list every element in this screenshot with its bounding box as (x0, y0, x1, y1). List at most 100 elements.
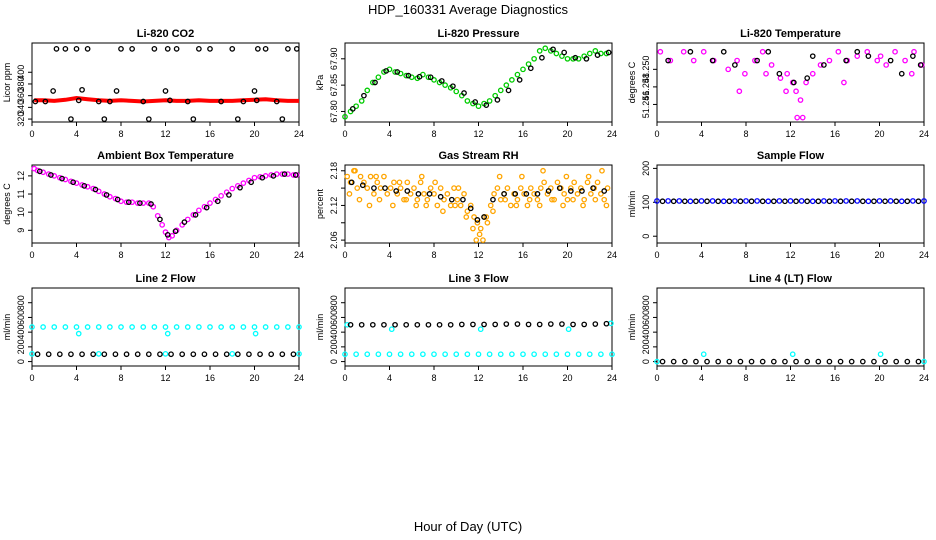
x-tick-label: 0 (342, 373, 347, 383)
data-point (687, 48, 694, 55)
data-point (257, 351, 263, 358)
x-tick-label: 16 (518, 129, 528, 139)
data-point (344, 173, 351, 180)
data-point (29, 351, 35, 357)
x-tick-label: 4 (699, 250, 704, 260)
plot-box (31, 42, 300, 123)
data-point (359, 182, 366, 189)
data-point (296, 324, 302, 330)
data-point (382, 185, 388, 191)
data-point (520, 351, 526, 358)
data-point (494, 97, 501, 103)
data-point (561, 49, 568, 56)
data-point (383, 68, 390, 74)
data-point (386, 351, 393, 358)
data-point (451, 185, 457, 191)
data-point (140, 324, 147, 330)
data-point (491, 191, 497, 197)
data-point (754, 57, 760, 64)
data-point (536, 202, 543, 209)
data-point (770, 198, 777, 205)
data-point (575, 55, 582, 62)
data-point (474, 217, 481, 223)
data-point (73, 180, 80, 186)
data-point (157, 351, 163, 358)
y-axis-label: ml/min (627, 191, 637, 218)
data-point (726, 358, 733, 365)
data-point (483, 214, 490, 220)
series-points (342, 45, 610, 120)
data-point (734, 57, 740, 64)
data-point (514, 71, 521, 78)
data-point (487, 202, 494, 209)
y-tick-label: 2.06 (329, 231, 339, 249)
data-point (207, 324, 213, 330)
data-point (403, 196, 410, 203)
data-point (915, 358, 922, 365)
data-point (720, 48, 727, 55)
data-point (95, 324, 102, 330)
data-point (777, 75, 784, 81)
data-point (525, 61, 532, 67)
x-tick-label: 0 (29, 129, 34, 139)
data-point (201, 351, 208, 358)
data-point (440, 208, 446, 215)
data-point (212, 351, 219, 358)
data-point (79, 86, 85, 93)
data-point (377, 185, 384, 191)
data-point (892, 48, 898, 55)
data-point (75, 97, 82, 104)
data-point (797, 97, 804, 103)
data-point (798, 198, 805, 204)
data-point (521, 191, 527, 197)
data-point (693, 198, 699, 205)
data-point (229, 46, 236, 52)
data-point (427, 74, 434, 81)
data-point (577, 185, 584, 191)
y-tick-label: 600 (329, 310, 339, 325)
data-point (262, 324, 269, 330)
data-point (425, 74, 432, 81)
data-point (843, 198, 849, 204)
data-point (81, 183, 88, 189)
data-point (162, 351, 169, 357)
data-point (588, 191, 594, 197)
data-point (62, 176, 69, 183)
data-point (837, 358, 844, 365)
data-point (437, 193, 444, 200)
data-point (782, 198, 788, 205)
data-point (467, 205, 474, 212)
data-point (388, 326, 395, 333)
data-point (405, 72, 412, 79)
data-point (790, 79, 797, 86)
data-point (490, 196, 496, 203)
data-point (129, 46, 135, 52)
data-point (68, 116, 74, 122)
x-tick-label: 12 (785, 250, 795, 260)
data-point (472, 99, 479, 105)
data-point (404, 188, 411, 194)
data-point (598, 351, 604, 358)
data-point (342, 351, 348, 358)
data-point (835, 48, 842, 55)
data-point (432, 179, 438, 186)
data-point (364, 351, 371, 358)
data-point (765, 198, 772, 205)
data-point (594, 52, 601, 58)
data-point (537, 185, 544, 191)
data-point (503, 82, 510, 88)
data-point (394, 191, 401, 197)
data-point (381, 321, 387, 328)
data-point (279, 351, 286, 358)
x-tick-label: 12 (785, 373, 795, 383)
data-point (859, 358, 866, 365)
y-tick-label: 0 (641, 234, 651, 239)
data-point (519, 173, 525, 180)
data-point (590, 185, 596, 191)
x-tick-label: 20 (874, 250, 884, 260)
data-point (551, 196, 558, 203)
data-point (371, 191, 377, 197)
data-point (832, 198, 838, 204)
data-point (759, 358, 766, 365)
data-point (394, 69, 401, 75)
